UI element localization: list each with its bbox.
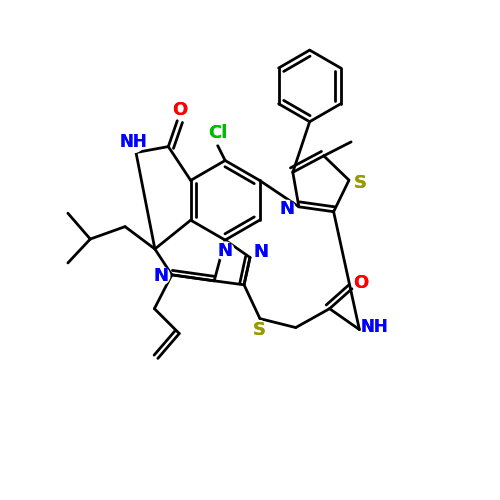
Text: S: S [354,174,366,192]
Text: O: O [354,274,368,292]
Text: NH: NH [360,318,388,336]
Text: N: N [279,200,294,218]
Circle shape [354,276,368,290]
Text: O: O [172,101,188,119]
Text: N: N [279,200,294,218]
Circle shape [122,130,144,152]
Text: S: S [252,320,266,338]
Text: N: N [154,267,168,285]
Text: NH: NH [120,132,148,150]
Circle shape [152,267,170,285]
Text: O: O [172,101,188,119]
Text: S: S [252,320,266,338]
Text: S: S [354,174,366,192]
Circle shape [250,320,268,338]
Text: Cl: Cl [208,124,228,142]
Text: Cl: Cl [208,124,228,142]
Circle shape [278,200,295,218]
Circle shape [172,102,187,117]
Text: N: N [218,242,232,260]
Circle shape [351,174,369,192]
Circle shape [252,244,270,262]
Text: O: O [354,274,368,292]
Circle shape [216,242,234,260]
Text: NH: NH [120,132,148,150]
Circle shape [364,316,385,338]
Text: N: N [254,244,268,262]
Text: N: N [254,244,268,262]
Text: NH: NH [360,318,388,336]
Text: N: N [218,242,232,260]
Text: N: N [154,267,168,285]
Circle shape [206,122,229,144]
